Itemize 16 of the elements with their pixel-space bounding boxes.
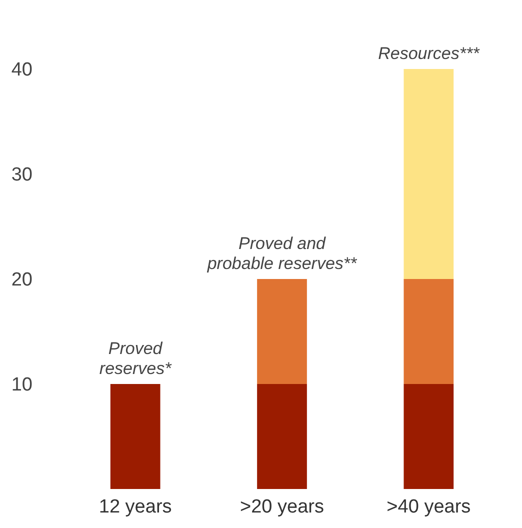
x-tick-label: >40 years <box>386 496 471 518</box>
y-tick-label: 30 <box>11 164 32 186</box>
annotation: Proved reserves* <box>99 339 173 378</box>
y-tick-label: 10 <box>11 374 32 396</box>
bar <box>404 384 454 489</box>
x-tick-label: >20 years <box>240 496 324 518</box>
bar <box>110 384 160 489</box>
annotation: Proved and probable reserves** <box>206 234 358 273</box>
y-tick-label: 20 <box>11 270 32 290</box>
bar <box>404 69 454 279</box>
bar <box>257 279 307 384</box>
bar <box>404 279 454 384</box>
bar <box>257 384 307 489</box>
annotation: Resources*** <box>378 44 481 63</box>
y-tick-label: 40 <box>11 60 32 80</box>
x-tick-label: 12 years <box>98 496 172 518</box>
